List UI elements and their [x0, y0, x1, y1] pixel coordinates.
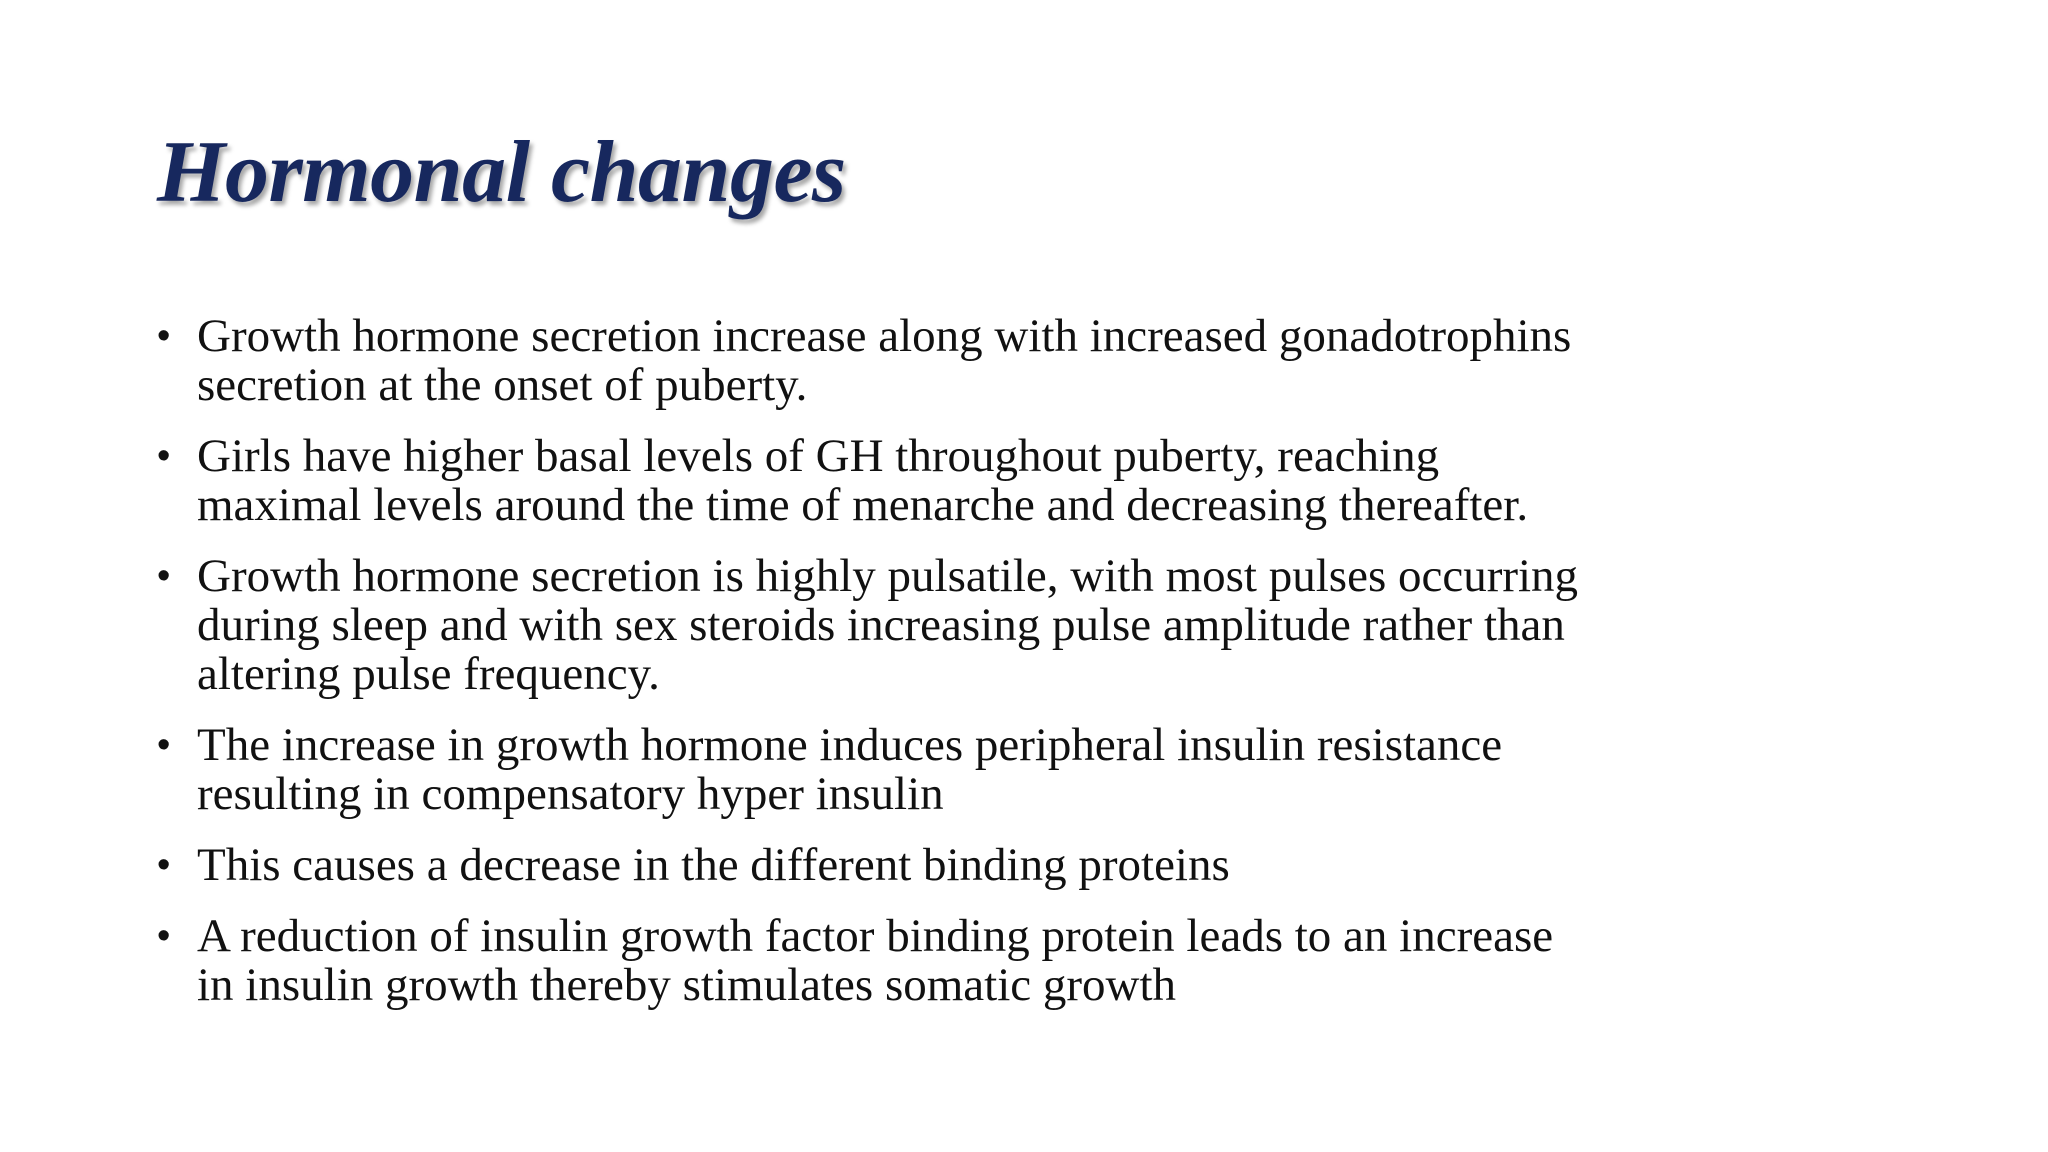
bullet-text-line: in insulin growth thereby stimulates som…: [197, 959, 1177, 1011]
bullet-dot-icon: •: [157, 915, 171, 957]
bullet-text-line: Growth hormone secretion increase along …: [197, 310, 1572, 362]
bullet-text-line: A reduction of insulin growth factor bin…: [197, 910, 1554, 962]
bullet-list: • Growth hormone secretion increase alon…: [157, 312, 1757, 1032]
bullet-item-4: • The increase in growth hormone induces…: [157, 721, 1757, 819]
bullet-dot-icon: •: [157, 315, 171, 357]
slide-title: Hormonal changes: [157, 124, 846, 221]
bullet-dot-icon: •: [157, 435, 171, 477]
bullet-dot-icon: •: [157, 724, 171, 766]
bullet-text-line: This causes a decrease in the different …: [197, 839, 1230, 891]
bullet-text-line: Girls have higher basal levels of GH thr…: [197, 430, 1440, 482]
bullet-dot-icon: •: [157, 844, 171, 886]
bullet-item-1: • Growth hormone secretion increase alon…: [157, 312, 1757, 410]
bullet-item-5: • This causes a decrease in the differen…: [157, 841, 1757, 890]
bullet-item-3: • Growth hormone secretion is highly pul…: [157, 552, 1757, 699]
bullet-text-line: maximal levels around the time of menarc…: [197, 479, 1529, 531]
bullet-item-6: • A reduction of insulin growth factor b…: [157, 912, 1757, 1010]
bullet-text-line: altering pulse frequency.: [197, 648, 660, 700]
bullet-text-line: secretion at the onset of puberty.: [197, 359, 808, 411]
bullet-text-line: resulting in compensatory hyper insulin: [197, 768, 944, 820]
bullet-text-line: during sleep and with sex steroids incre…: [197, 599, 1565, 651]
bullet-dot-icon: •: [157, 555, 171, 597]
bullet-text-line: The increase in growth hormone induces p…: [197, 719, 1503, 771]
bullet-text-line: Growth hormone secretion is highly pulsa…: [197, 550, 1579, 602]
bullet-item-2: • Girls have higher basal levels of GH t…: [157, 432, 1757, 530]
